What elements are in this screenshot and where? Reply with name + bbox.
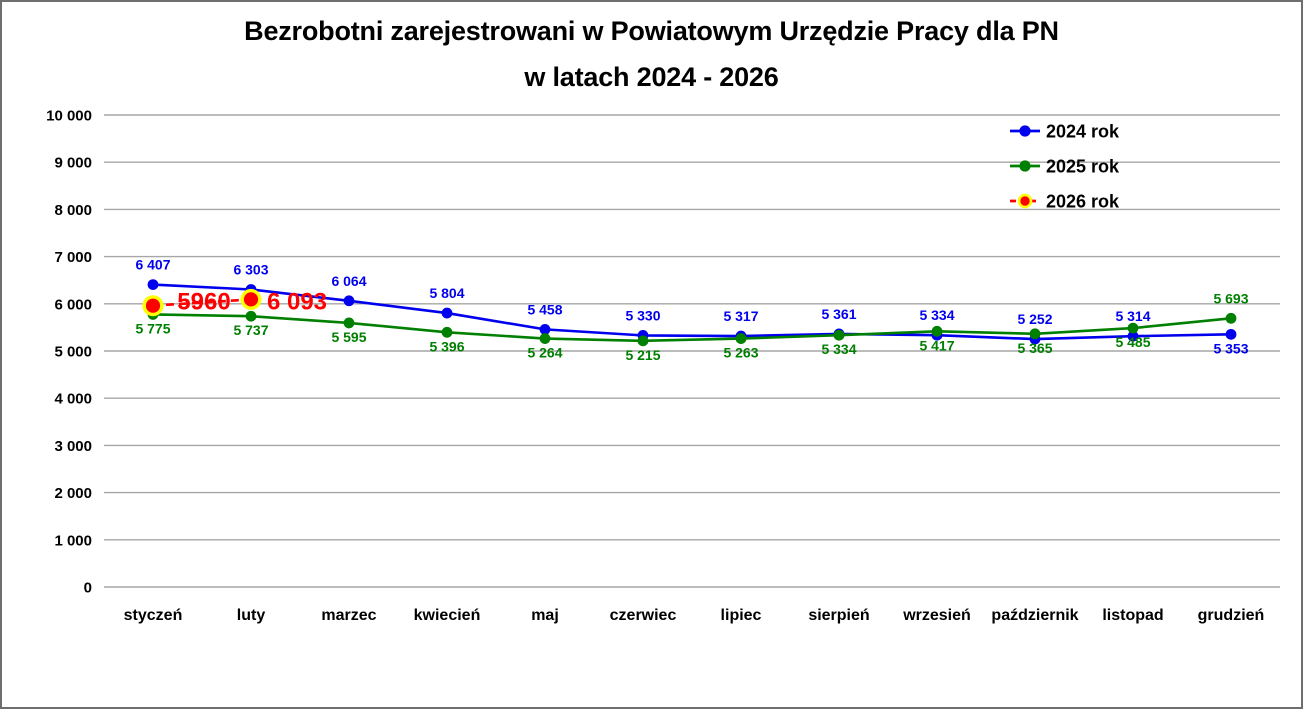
legend-item-label: 2024 rok [1046, 122, 1120, 142]
data-point-2025-rok [931, 325, 943, 337]
x-axis-tick-label: październik [991, 607, 1078, 624]
data-point-2026-rok [142, 295, 164, 317]
x-axis-tick-label: wrzesień [902, 607, 971, 624]
y-axis-tick-label: 9 000 [54, 155, 92, 172]
series-line-2026-rok [152, 298, 252, 307]
data-label-2024-rok: 5 804 [429, 285, 464, 301]
x-axis-tick-label: lipiec [721, 607, 762, 624]
data-label-2026-rok: 5960 [177, 289, 230, 316]
x-axis-tick-label: styczeń [124, 607, 183, 624]
data-label-2024-rok: 5 458 [527, 301, 562, 317]
legend-marker-icon [1019, 125, 1031, 137]
data-label-2024-rok: 5 334 [919, 307, 954, 323]
data-point-2024-rok [441, 307, 453, 319]
x-axis-tick-label: grudzień [1198, 607, 1265, 624]
data-label-2024-rok: 6 064 [331, 273, 366, 289]
y-axis-tick-label: 3 000 [54, 438, 92, 455]
data-label-2024-rok: 5 252 [1017, 311, 1052, 327]
x-axis-tick-label: czerwiec [610, 607, 677, 624]
data-point-2025-rok [735, 333, 747, 344]
data-point-2024-rok [343, 295, 355, 307]
data-point-2025-rok [1127, 322, 1139, 334]
data-point-2025-rok [833, 329, 845, 341]
data-point-2025-rok [441, 326, 453, 338]
data-label-2024-rok: 6 407 [135, 257, 170, 273]
series-line-2024-rok [152, 283, 1232, 341]
data-point-2024-rok [539, 323, 551, 335]
chart-title-line2: w latach 2024 - 2026 [524, 62, 779, 92]
data-label-2025-rok: 5 693 [1213, 290, 1248, 306]
data-label-2025-rok: 5 396 [429, 338, 464, 354]
data-point-2025-rok [637, 335, 649, 347]
legend-item-label: 2025 rok [1046, 157, 1120, 177]
data-label-2024-rok: 5 330 [625, 307, 660, 323]
y-axis-tick-label: 7 000 [54, 249, 92, 266]
y-axis-tick-label: 10 000 [46, 108, 92, 125]
data-point-2024-rok [1127, 330, 1139, 342]
data-label-2025-rok: 5 365 [1017, 340, 1052, 356]
data-point-2025-rok [245, 310, 257, 322]
y-axis-tick-label: 4 000 [54, 391, 92, 408]
data-point-2025-rok [539, 333, 551, 344]
data-label-2025-rok: 5 737 [233, 322, 268, 338]
data-point-2024-rok [147, 279, 159, 290]
chart-title-line1: Bezrobotni zarejestrowani w Powiatowym U… [244, 16, 1059, 46]
data-point-2025-rok [1029, 328, 1041, 340]
x-axis-tick-label: marzec [321, 607, 376, 624]
data-label-2024-rok: 5 314 [1115, 308, 1150, 324]
data-label-2026-rok: 6 093 [267, 288, 327, 315]
legend-marker-icon [1019, 160, 1031, 172]
y-axis-tick-label: 2 000 [54, 485, 92, 502]
y-axis-tick-label: 6 000 [54, 296, 92, 313]
data-label-2024-rok: 6 303 [233, 261, 268, 277]
data-label-2025-rok: 5 263 [723, 345, 758, 361]
data-label-2025-rok: 5 485 [1115, 334, 1150, 350]
chart-title: Bezrobotni zarejestrowani w Powiatowym U… [2, 8, 1301, 100]
data-point-2025-rok [343, 317, 355, 329]
legend-marker-icon [1017, 193, 1033, 209]
y-axis-tick-label: 5 000 [54, 344, 92, 361]
legend-item-label: 2026 rok [1046, 192, 1120, 212]
x-axis-tick-label: sierpień [808, 607, 869, 624]
y-axis-tick-label: 0 [84, 580, 92, 597]
x-axis-tick-label: luty [237, 607, 266, 624]
data-label-2025-rok: 5 595 [331, 329, 366, 345]
data-label-2025-rok: 5 334 [821, 341, 856, 357]
data-label-2025-rok: 5 417 [919, 337, 954, 353]
y-axis-tick-label: 8 000 [54, 202, 92, 219]
data-label-2024-rok: 5 317 [723, 308, 758, 324]
data-point-2025-rok [1225, 312, 1237, 324]
data-point-2024-rok [1225, 328, 1237, 340]
x-axis-tick-label: maj [531, 607, 559, 624]
data-point-2026-rok [240, 288, 262, 310]
data-label-2025-rok: 5 264 [527, 345, 562, 361]
data-label-2024-rok: 5 353 [1213, 340, 1248, 356]
data-label-2024-rok: 5 361 [821, 306, 856, 322]
data-label-2025-rok: 5 215 [625, 347, 660, 363]
x-axis-tick-label: kwiecień [414, 607, 481, 624]
x-axis-tick-label: listopad [1102, 607, 1163, 624]
data-label-2025-rok: 5 775 [135, 320, 170, 336]
series-line-2025-rok [152, 313, 1232, 343]
y-axis-tick-label: 1 000 [54, 532, 92, 549]
